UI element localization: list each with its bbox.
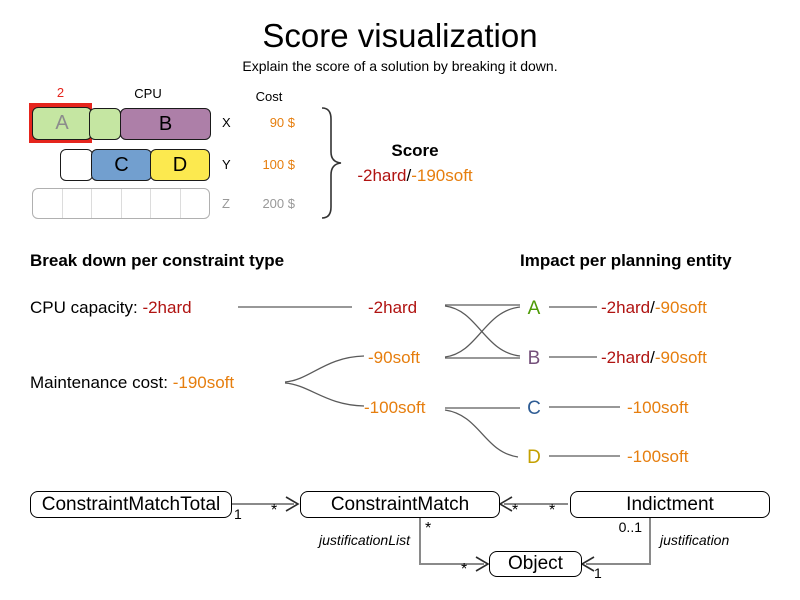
process-block-d: D — [150, 149, 210, 181]
multiplicity-justification-indictment-end: 0..1 — [618, 519, 642, 535]
multiplicity-justificationlist-object-end: * — [461, 561, 468, 578]
process-block-a: A — [32, 107, 92, 140]
empty-cell — [92, 189, 122, 218]
process-block-b: B — [120, 108, 211, 140]
computer-x-cost: 90 $ — [269, 115, 295, 130]
line-maintenance-to-90soft — [284, 355, 365, 383]
entity-b-impact: -2hard/-90soft — [601, 348, 707, 368]
page-title: Score visualization — [262, 17, 538, 54]
arrowhead-right-icon — [475, 556, 490, 572]
computer-x-label: X — [222, 115, 231, 130]
empty-cell — [33, 189, 63, 218]
constraint-value: -2hard — [142, 298, 192, 317]
process-block-c: C — [91, 149, 152, 181]
class-constraint-match: ConstraintMatch — [300, 491, 500, 518]
score-brace — [321, 107, 342, 219]
cost-column-header: Cost — [255, 89, 283, 104]
cpu-column-header: CPU — [134, 86, 162, 101]
process-block-small — [89, 108, 121, 140]
entity-a-label: A — [527, 298, 541, 319]
empty-cell — [122, 189, 151, 218]
constraint-label: Maintenance cost: — [30, 373, 168, 392]
score-separator: / — [406, 166, 412, 185]
arrowhead-right-icon — [285, 496, 300, 512]
impact-hard-part: -2hard — [601, 348, 651, 367]
impact-separator: / — [650, 348, 655, 367]
computer-y-label: Y — [222, 157, 231, 172]
class-object: Object — [489, 551, 582, 577]
entity-c-label: C — [527, 398, 541, 419]
brace-icon — [321, 107, 342, 219]
multiplicity-justification-object-end: 1 — [594, 565, 602, 581]
constraint-match-value: -100soft — [364, 398, 426, 417]
impact-separator: / — [650, 298, 655, 317]
constraint-maintenance-cost: Maintenance cost: -190soft — [30, 373, 234, 393]
line-2hard-to-b — [444, 305, 521, 357]
empty-cell — [151, 189, 181, 218]
constraint-match-value: -90soft — [368, 348, 420, 367]
multiplicity-indictment-end: * — [549, 502, 556, 519]
entity-d-label: D — [527, 447, 541, 468]
constraint-value: -190soft — [172, 373, 235, 392]
empty-computer-grid — [32, 188, 210, 219]
constraint-cpu-capacity: CPU capacity: -2hard — [30, 298, 192, 318]
page-subtitle: Explain the score of a solution by break… — [242, 58, 558, 74]
arrowhead-left-icon — [498, 496, 513, 512]
association-justification-label: justification — [660, 532, 730, 548]
class-constraint-match-total: ConstraintMatchTotal — [30, 491, 232, 518]
score-title: Score — [391, 141, 439, 160]
empty-cell — [63, 189, 92, 218]
empty-slot-block — [60, 149, 93, 181]
class-indictment: Indictment — [570, 491, 770, 518]
line-maintenance-to-100soft — [284, 382, 365, 407]
arrowhead-left-icon — [580, 556, 595, 572]
entity-b-label: B — [527, 348, 541, 369]
empty-cell — [181, 189, 210, 218]
breakdown-connectors — [238, 304, 620, 458]
impact-soft-part: -90soft — [654, 298, 707, 317]
overload-count-label: 2 — [56, 85, 65, 100]
computer-z-label: Z — [222, 196, 230, 211]
line-90soft-to-a — [444, 306, 521, 358]
impact-hard-part: -2hard — [601, 298, 651, 317]
multiplicity-match-end: * — [271, 502, 278, 519]
constraint-label: CPU capacity: — [30, 298, 138, 317]
entity-d-impact: -100soft — [627, 447, 689, 466]
line-100soft-to-d — [444, 409, 519, 458]
association-justificationlist-label: justificationList — [318, 532, 410, 548]
computer-y-cost: 100 $ — [262, 157, 295, 172]
score-value: -2hard/-190soft — [330, 166, 500, 186]
multiplicity-justificationlist-match-end: * — [425, 520, 432, 537]
score-hard-part: -2hard — [357, 166, 407, 185]
constraint-match-value: -2hard — [368, 298, 418, 317]
entity-c-impact: -100soft — [627, 398, 689, 417]
impact-heading: Impact per planning entity — [520, 251, 732, 270]
entity-a-impact: -2hard/-90soft — [601, 298, 707, 318]
score-soft-part: -190soft — [411, 166, 473, 185]
breakdown-heading: Break down per constraint type — [30, 251, 285, 270]
multiplicity-match-end: * — [512, 502, 519, 519]
multiplicity-total-end: 1 — [234, 506, 242, 522]
impact-soft-part: -90soft — [654, 348, 707, 367]
computer-z-cost: 200 $ — [262, 196, 295, 211]
